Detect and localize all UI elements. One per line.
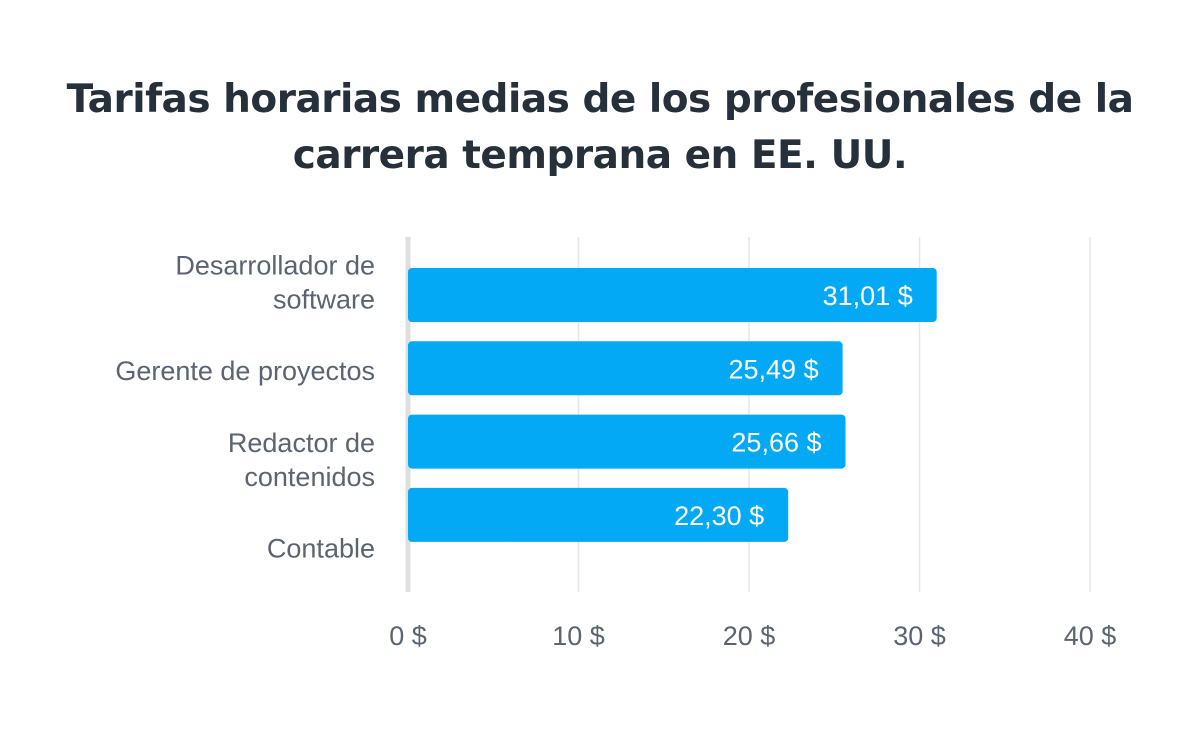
category-label-line: Gerente de proyectos (115, 356, 375, 386)
x-tick-label: 0 $ (389, 621, 427, 651)
chart-title-line-1: Tarifas horarias medias de los profesion… (66, 77, 1134, 122)
chart-title-line-2: carrera temprana en EE. UU. (292, 133, 908, 178)
bar (408, 341, 843, 396)
chart-title: Tarifas horarias medias de los profesion… (60, 72, 1140, 184)
category-label: Redactor de contenidos (228, 428, 375, 492)
x-tick-label: 40 $ (1064, 621, 1117, 651)
bar-value-label: 31,01 $ (823, 281, 913, 311)
category-label-line: Redactor de (228, 428, 375, 458)
category-label-line: software (273, 284, 375, 314)
bar-value-label: 25,66 $ (731, 428, 821, 458)
bar (408, 268, 937, 322)
bar-value-label: 22,30 $ (674, 501, 764, 531)
category-label: Desarrollador de software (175, 250, 375, 314)
category-label: Gerente de proyectos (115, 356, 375, 386)
x-tick-label: 30 $ (893, 621, 946, 651)
category-label-line: Desarrollador de (175, 250, 375, 280)
bar (408, 414, 846, 469)
x-tick-label: 10 $ (552, 621, 605, 651)
category-label-line: Contable (267, 534, 375, 564)
category-label-line: contenidos (244, 462, 375, 492)
x-tick-label: 20 $ (723, 621, 776, 651)
category-label: Contable (267, 534, 375, 564)
bar (408, 487, 789, 542)
bar-value-label: 25,49 $ (729, 354, 819, 384)
